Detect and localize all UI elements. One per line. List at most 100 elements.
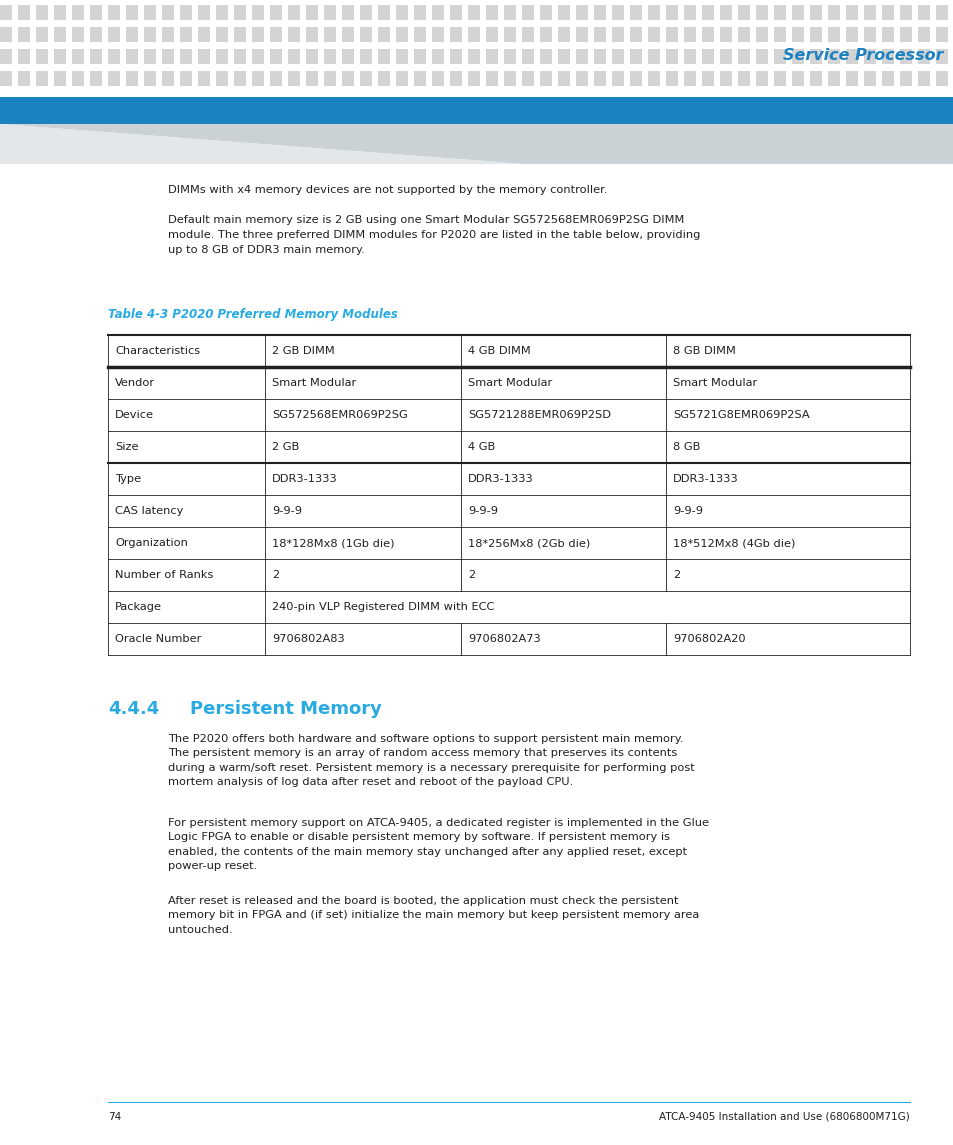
Text: 2: 2 [272, 570, 279, 581]
Bar [36, 49, 48, 64]
Bar [612, 49, 623, 64]
Bar [683, 27, 696, 42]
Bar [521, 27, 534, 42]
Text: 240-pin VLP Registered DIMM with ECC: 240-pin VLP Registered DIMM with ECC [272, 602, 494, 611]
Bar [36, 71, 48, 86]
Bar [162, 5, 173, 19]
Bar [108, 49, 120, 64]
Bar [683, 71, 696, 86]
Bar [935, 71, 947, 86]
Bar [54, 49, 66, 64]
Bar [0, 49, 12, 64]
Bar [180, 71, 192, 86]
Text: 4.4.4: 4.4.4 [108, 700, 159, 718]
Bar [395, 49, 408, 64]
Bar [683, 5, 696, 19]
Bar [738, 5, 749, 19]
Bar [252, 27, 264, 42]
Bar [863, 49, 875, 64]
Text: 2: 2 [672, 570, 679, 581]
Text: 2: 2 [468, 570, 475, 581]
Bar [71, 27, 84, 42]
Bar [612, 71, 623, 86]
Bar [882, 5, 893, 19]
Bar [108, 5, 120, 19]
Text: Smart Modular: Smart Modular [672, 378, 757, 388]
Bar [468, 27, 479, 42]
Text: Type: Type [115, 474, 141, 484]
Bar [450, 27, 461, 42]
Bar [845, 71, 857, 86]
Bar [665, 27, 678, 42]
Bar [288, 49, 299, 64]
Bar [647, 5, 659, 19]
Bar [324, 49, 335, 64]
Bar [701, 49, 713, 64]
Bar [414, 27, 426, 42]
Bar [324, 5, 335, 19]
Bar [809, 71, 821, 86]
Bar [521, 71, 534, 86]
Bar [252, 5, 264, 19]
Bar [720, 71, 731, 86]
Bar [576, 5, 587, 19]
Bar [395, 71, 408, 86]
Bar [827, 5, 840, 19]
Bar [359, 27, 372, 42]
Text: Persistent Memory: Persistent Memory [190, 700, 381, 718]
Text: The P2020 offers both hardware and software options to support persistent main m: The P2020 offers both hardware and softw… [168, 734, 694, 788]
Bar [594, 49, 605, 64]
Bar [233, 49, 246, 64]
Bar [647, 27, 659, 42]
Bar [485, 27, 497, 42]
Bar [359, 5, 372, 19]
Bar [144, 49, 156, 64]
Bar [738, 27, 749, 42]
Bar [377, 5, 390, 19]
Bar [521, 5, 534, 19]
Text: 4 GB: 4 GB [468, 442, 495, 452]
Text: Default main memory size is 2 GB using one Smart Modular SG572568EMR069P2SG DIMM: Default main memory size is 2 GB using o… [168, 215, 700, 254]
Text: DDR3-1333: DDR3-1333 [468, 474, 533, 484]
Bar [576, 71, 587, 86]
Bar [377, 49, 390, 64]
Bar [450, 71, 461, 86]
Bar [701, 5, 713, 19]
Bar [198, 5, 210, 19]
Bar [0, 71, 12, 86]
Bar [432, 5, 443, 19]
Bar [521, 49, 534, 64]
Bar [324, 71, 335, 86]
Bar [845, 49, 857, 64]
Bar [432, 27, 443, 42]
Bar [0, 5, 12, 19]
Bar [18, 49, 30, 64]
Bar [252, 49, 264, 64]
Bar [468, 49, 479, 64]
Bar [827, 27, 840, 42]
Bar [755, 27, 767, 42]
Bar [629, 5, 641, 19]
Bar [71, 49, 84, 64]
Bar [485, 49, 497, 64]
Bar [558, 49, 569, 64]
Text: ATCA-9405 Installation and Use (6806800M71G): ATCA-9405 Installation and Use (6806800M… [659, 1112, 909, 1122]
Bar [791, 71, 803, 86]
Bar [0, 27, 12, 42]
Bar [71, 71, 84, 86]
Bar [503, 49, 516, 64]
Bar [54, 71, 66, 86]
Bar [558, 27, 569, 42]
Bar [270, 27, 282, 42]
Bar [341, 71, 354, 86]
Bar [773, 71, 785, 86]
Bar [395, 27, 408, 42]
Text: 9-9-9: 9-9-9 [468, 506, 497, 516]
Bar [90, 27, 102, 42]
Bar [665, 49, 678, 64]
Text: Oracle Number: Oracle Number [115, 634, 201, 643]
Text: DDR3-1333: DDR3-1333 [672, 474, 738, 484]
Bar [485, 71, 497, 86]
Bar [665, 5, 678, 19]
Text: Package: Package [115, 602, 162, 611]
